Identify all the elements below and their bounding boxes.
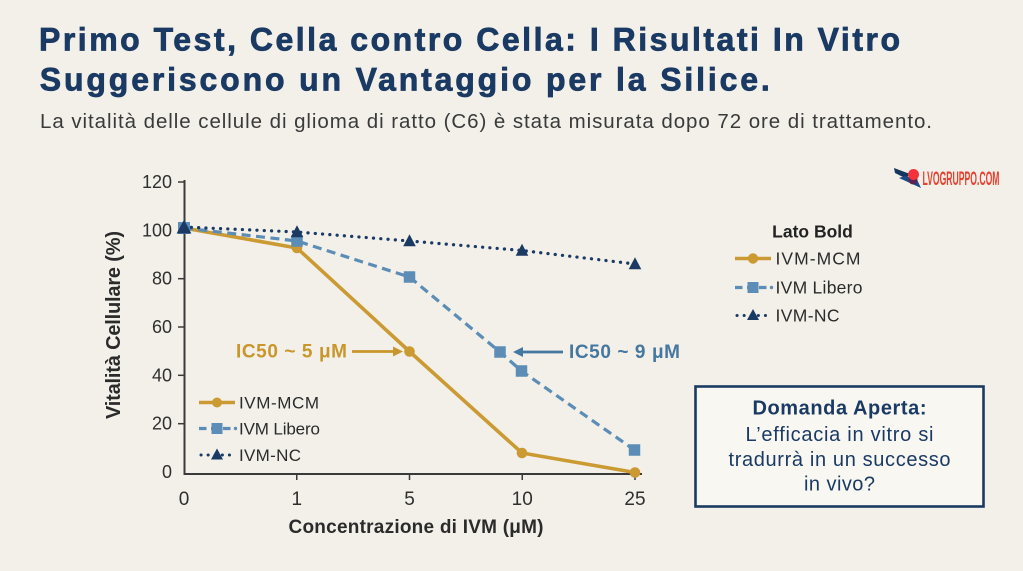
svg-text:Vitalità Cellulare (%): Vitalità Cellulare (%) <box>103 231 125 419</box>
svg-text:5: 5 <box>404 489 415 510</box>
svg-text:80: 80 <box>152 269 172 289</box>
svg-text:IVM-NC: IVM-NC <box>239 446 301 465</box>
svg-text:60: 60 <box>152 317 172 337</box>
svg-text:L’efficacia in vitro si: L’efficacia in vitro si <box>746 424 934 446</box>
svg-text:0: 0 <box>179 489 190 510</box>
svg-text:IC50 ~ 9 μM: IC50 ~ 9 μM <box>569 342 680 363</box>
svg-text:40: 40 <box>152 365 172 385</box>
svg-text:Primo Test, Cella contro Cella: Primo Test, Cella contro Cella: I Risult… <box>39 22 900 58</box>
svg-text:0: 0 <box>162 462 172 482</box>
svg-text:Suggeriscono un Vantaggio per: Suggeriscono un Vantaggio per la Silice. <box>40 62 770 98</box>
svg-text:20: 20 <box>152 414 172 434</box>
svg-text:Domanda Aperta:: Domanda Aperta: <box>753 398 927 420</box>
svg-text:IVM-MCM: IVM-MCM <box>776 249 861 269</box>
svg-text:100: 100 <box>142 220 172 240</box>
svg-text:in vivo?: in vivo? <box>804 474 875 496</box>
svg-text:10: 10 <box>512 489 533 510</box>
svg-text:IVM-MCM: IVM-MCM <box>239 394 319 413</box>
svg-text:25: 25 <box>624 489 645 510</box>
svg-text:IC50 ~ 5 μM: IC50 ~ 5 μM <box>236 342 347 363</box>
svg-text:Lato Bold: Lato Bold <box>772 222 853 242</box>
svg-text:IVM Libero: IVM Libero <box>776 278 863 298</box>
svg-text:Concentrazione di IVM (μM): Concentrazione di IVM (μM) <box>289 517 544 538</box>
svg-text:120: 120 <box>142 172 172 192</box>
svg-text:LVOGRUPPO.COM: LVOGRUPPO.COM <box>923 169 1000 190</box>
svg-text:tradurrà in un successo: tradurrà in un successo <box>729 449 951 471</box>
svg-text:IVM Libero: IVM Libero <box>239 420 320 439</box>
svg-text:IVM-NC: IVM-NC <box>776 306 840 326</box>
svg-text:1: 1 <box>291 489 302 510</box>
svg-text:La vitalità delle cellule di g: La vitalità delle cellule di glioma di r… <box>40 110 932 133</box>
